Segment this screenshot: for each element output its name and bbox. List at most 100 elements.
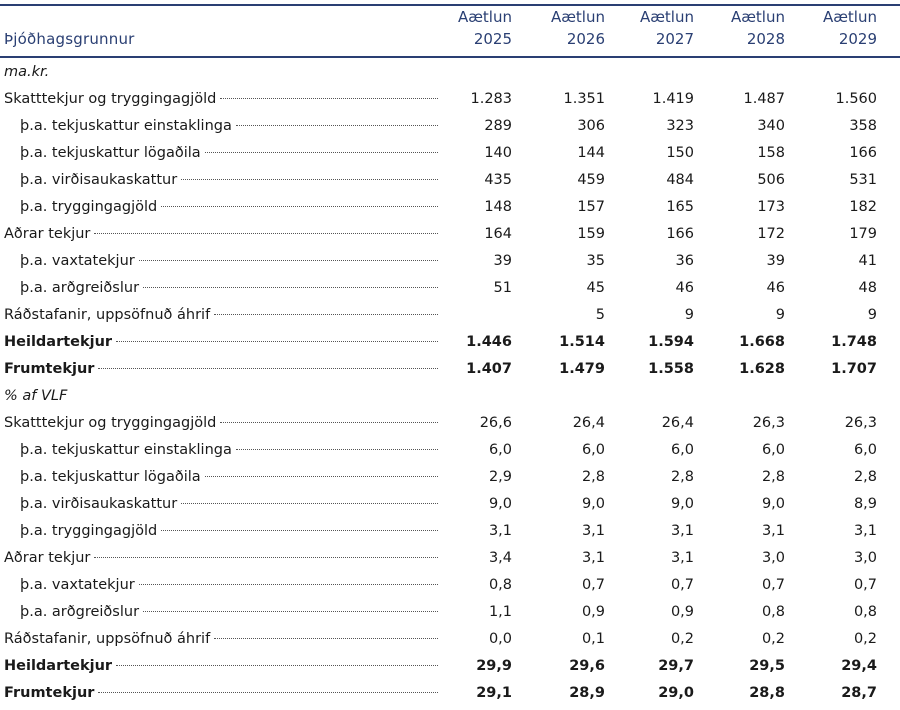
dot-leader <box>94 233 438 234</box>
value-cell: 45 <box>586 280 605 296</box>
table-row: Frumtekjur 1.407 1.479 1.558 1.628 1.707 <box>0 356 900 383</box>
table-row: Aðrar tekjur 3,4 3,1 3,1 3,0 3,0 <box>0 545 900 572</box>
value-cell: 144 <box>577 145 605 161</box>
dot-leader <box>116 341 438 342</box>
table-row: þ.a. arðgreiðslur 1,1 0,9 0,9 0,8 0,8 <box>0 599 900 626</box>
table-row: Aðrar tekjur 164 159 166 172 179 <box>0 221 900 248</box>
table-row: þ.a. tekjuskattur einstaklinga 289 306 323 3… <box>0 113 900 140</box>
value-cell: 3,1 <box>581 550 605 566</box>
value-cell: 9,0 <box>670 496 694 512</box>
value-cell: 29,1 <box>476 685 512 701</box>
value-cell: 506 <box>757 172 785 188</box>
value-cell: 29,5 <box>749 658 785 674</box>
column-header-2027: Aætlun 2027 <box>614 6 694 50</box>
value-cell: 1.283 <box>470 91 512 107</box>
value-cell: 6,0 <box>581 442 605 458</box>
table-row: þ.a. vaxtatekjur 0,8 0,7 0,7 0,7 0,7 <box>0 572 900 599</box>
row-label: þ.a. vaxtatekjur <box>20 577 135 593</box>
column-header-year: 2029 <box>838 30 877 48</box>
value-cell: 3,4 <box>488 550 512 566</box>
value-cell: 39 <box>766 253 785 269</box>
value-cell: 340 <box>757 118 785 134</box>
value-cell: 9 <box>684 307 694 323</box>
value-cell: 0,8 <box>761 604 785 620</box>
row-label: Frumtekjur <box>4 685 95 701</box>
value-cell: 1.446 <box>466 334 512 350</box>
value-cell: 3,1 <box>488 523 512 539</box>
dot-leader <box>143 287 438 288</box>
value-cell: 173 <box>757 199 785 215</box>
column-header-2025: Aætlun 2025 <box>432 6 512 50</box>
value-cell: 531 <box>849 172 877 188</box>
dot-leader <box>235 125 438 126</box>
value-cell: 26,3 <box>752 415 785 431</box>
column-header-top: Aætlun <box>639 8 694 26</box>
table-row: Heildartekjur 29,9 29,6 29,7 29,5 29,4 <box>0 653 900 680</box>
value-cell: 0,7 <box>670 577 694 593</box>
column-header-year: 2027 <box>655 30 694 48</box>
table-header-label: Þjóðhagsgrunnur <box>4 30 135 48</box>
row-label: Aðrar tekjur <box>4 226 91 242</box>
row-label: þ.a. tekjuskattur einstaklinga <box>20 442 232 458</box>
table-row: þ.a. tekjuskattur einstaklinga 6,0 6,0 6,0 6… <box>0 437 900 464</box>
row-label: þ.a. tekjuskattur einstaklinga <box>20 118 232 134</box>
value-cell: 3,0 <box>853 550 877 566</box>
row-label: þ.a. arðgreiðslur <box>20 604 140 620</box>
value-cell: 0,2 <box>670 631 694 647</box>
value-cell: 1,1 <box>488 604 512 620</box>
value-cell: 26,6 <box>479 415 512 431</box>
value-cell: 46 <box>675 280 694 296</box>
value-cell: 1.479 <box>559 361 605 377</box>
value-cell: 172 <box>757 226 785 242</box>
value-cell: 166 <box>849 145 877 161</box>
dot-leader <box>235 449 438 450</box>
value-cell: 9,0 <box>761 496 785 512</box>
value-cell: 3,1 <box>670 523 694 539</box>
value-cell: 2,9 <box>488 469 512 485</box>
table-row: þ.a. tekjuskattur lögaðila 2,9 2,8 2,8 2,8 2,… <box>0 464 900 491</box>
dot-leader <box>138 260 438 261</box>
value-cell: 1.514 <box>559 334 605 350</box>
value-cell: 2,8 <box>581 469 605 485</box>
value-cell: 0,2 <box>853 631 877 647</box>
value-cell: 166 <box>666 226 694 242</box>
value-cell: 9,0 <box>488 496 512 512</box>
value-cell: 1.707 <box>831 361 877 377</box>
value-cell: 5 <box>595 307 605 323</box>
value-cell: 1.407 <box>466 361 512 377</box>
row-label: Heildartekjur <box>4 334 113 350</box>
table-row: þ.a. virðisaukaskattur 435 459 484 506 531 <box>0 167 900 194</box>
value-cell: 0,0 <box>488 631 512 647</box>
value-cell: 9 <box>867 307 877 323</box>
section-unit-label: ma.kr. <box>4 64 50 80</box>
value-cell: 140 <box>484 145 512 161</box>
value-cell: 1.419 <box>652 91 694 107</box>
value-cell: 6,0 <box>488 442 512 458</box>
value-cell: 148 <box>484 199 512 215</box>
column-header-top: Aætlun <box>550 8 605 26</box>
column-header-2028: Aætlun 2028 <box>705 6 785 50</box>
row-label: þ.a. arðgreiðslur <box>20 280 140 296</box>
dot-leader <box>161 206 438 207</box>
table-row: þ.a. arðgreiðslur 51 45 46 46 48 <box>0 275 900 302</box>
dot-leader <box>214 314 438 315</box>
value-cell: 0,7 <box>581 577 605 593</box>
value-cell: 0,1 <box>581 631 605 647</box>
value-cell: 36 <box>675 253 694 269</box>
value-cell: 3,1 <box>761 523 785 539</box>
value-cell: 3,0 <box>761 550 785 566</box>
section-unit-label: % af VLF <box>4 388 68 404</box>
header-rule <box>0 56 900 58</box>
column-header-year: 2025 <box>473 30 512 48</box>
value-cell: 1.560 <box>835 91 877 107</box>
value-cell: 159 <box>577 226 605 242</box>
value-cell: 29,0 <box>658 685 694 701</box>
row-label: Ráðstafanir, uppsöfnuð áhrif <box>4 307 211 323</box>
value-cell: 0,2 <box>761 631 785 647</box>
value-cell: 0,9 <box>670 604 694 620</box>
value-cell: 158 <box>757 145 785 161</box>
value-cell: 484 <box>666 172 694 188</box>
table-row: Skatttekjur og tryggingagjöld 1.283 1.351 1… <box>0 86 900 113</box>
dot-leader <box>220 98 438 99</box>
